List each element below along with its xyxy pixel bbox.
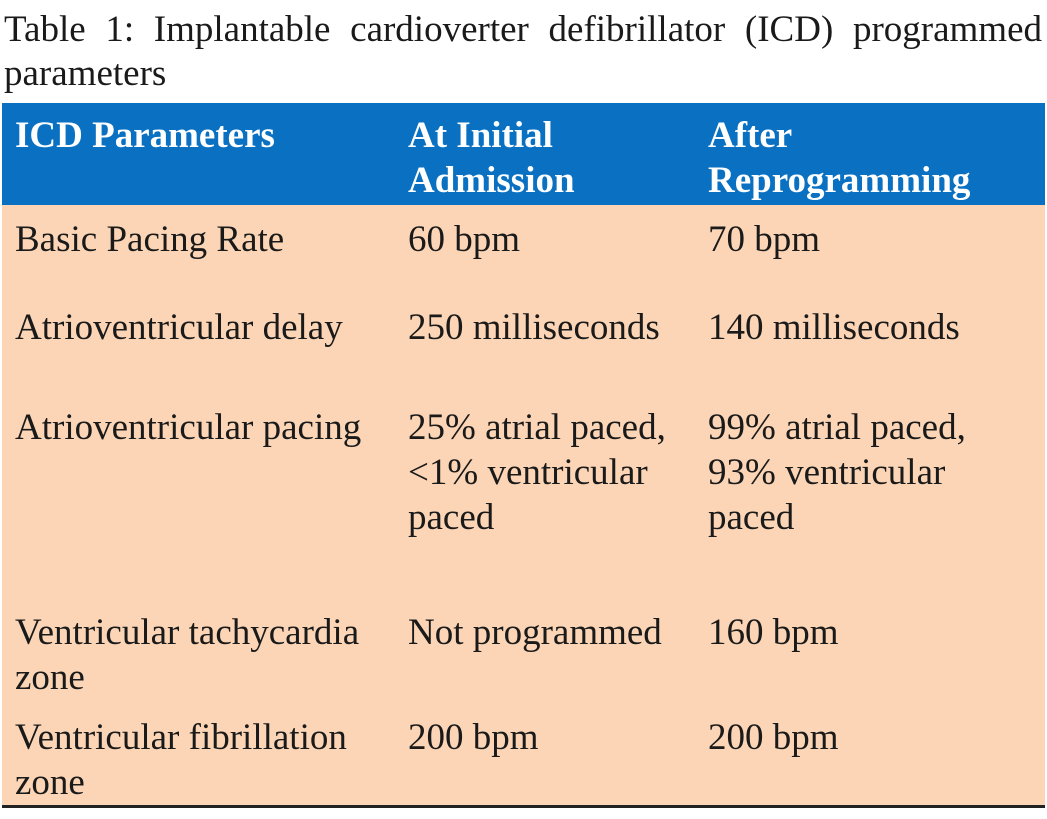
table-cell: 99% atrial paced, 93% ventricular paced (695, 393, 1045, 598)
table-body: Basic Pacing Rate 60 bpm 70 bpm Atrioventri… (2, 205, 1045, 807)
table-row: Atrioventricular pacing 25% atrial paced,… (2, 393, 1045, 598)
table-cell: 25% atrial paced, <1% ventricular paced (395, 393, 695, 598)
table-cell: 70 bpm (695, 205, 1045, 293)
table-row: Ventricular tachycardia zone Not programm… (2, 598, 1045, 703)
table-cell: 60 bpm (395, 205, 695, 293)
table-cell: 160 bpm (695, 598, 1045, 703)
table-cell: 200 bpm (695, 703, 1045, 807)
table-cell: 250 milliseconds (395, 293, 695, 393)
header-row: ICD Parameters At Initial Admission After … (2, 103, 1045, 205)
table-cell: Not programmed (395, 598, 695, 703)
table-row: Basic Pacing Rate 60 bpm 70 bpm (2, 205, 1045, 293)
parameters-table: ICD Parameters At Initial Admission After … (2, 103, 1045, 808)
table-cell: Atrioventricular delay (2, 293, 395, 393)
table-cell: Ventricular tachycardia zone (2, 598, 395, 703)
header-cell: After Reprogramming (695, 103, 1045, 205)
table-row: Ventricular fibrillation zone 200 bpm 200 … (2, 703, 1045, 807)
table-row: Atrioventricular delay 250 milliseconds 14… (2, 293, 1045, 393)
header-cell: At Initial Admission (395, 103, 695, 205)
table-cell: Ventricular fibrillation zone (2, 703, 395, 807)
table-cell: 140 milliseconds (695, 293, 1045, 393)
table-cell: 200 bpm (395, 703, 695, 807)
header-cell: ICD Parameters (2, 103, 395, 205)
table-caption: Table 1: Implantable cardioverter defibr… (4, 9, 1042, 94)
table-cell: Atrioventricular pacing (2, 393, 395, 598)
table-cell: Basic Pacing Rate (2, 205, 395, 293)
